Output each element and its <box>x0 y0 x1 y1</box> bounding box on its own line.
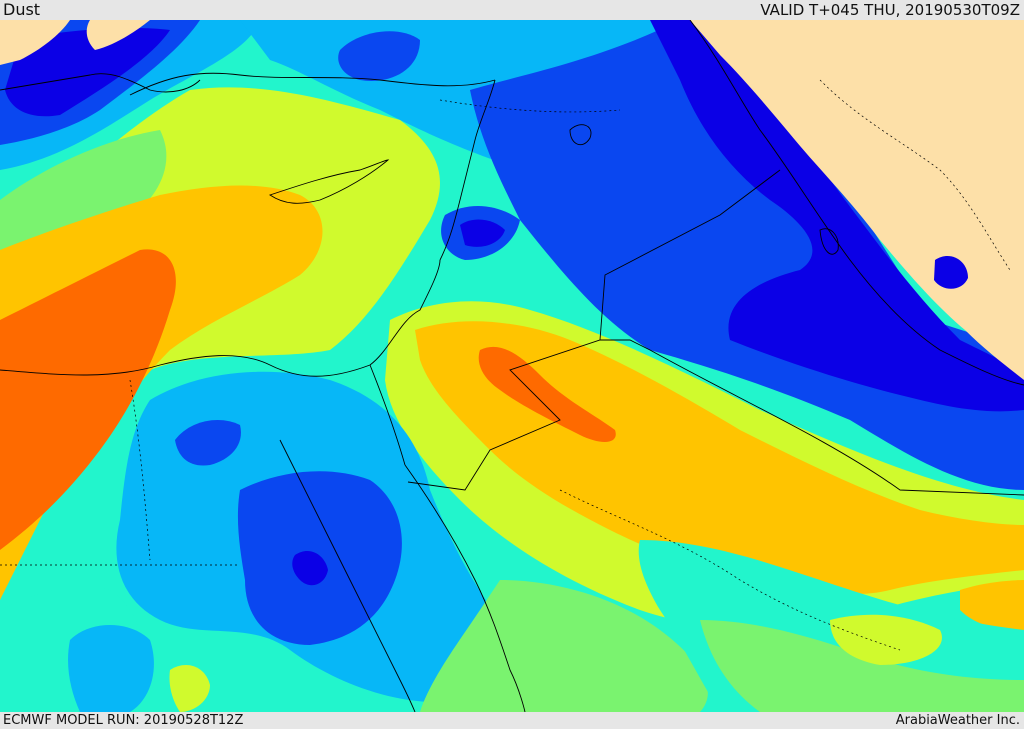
coastline-red-sea-west <box>279 439 416 712</box>
border-dotted-iran-internal <box>819 79 1011 271</box>
dust-region-se-orange-edge <box>960 580 1024 631</box>
header-bar: Dust VALID T+045 THU, 20190530T09Z <box>0 0 1024 20</box>
dust-region-central-darkorange <box>478 346 616 442</box>
dust-region-egypt-deepblue <box>292 550 328 586</box>
map-frame <box>0 20 1024 712</box>
dust-spot-east <box>934 256 968 289</box>
credit-label: ArabiaWeather Inc. <box>895 713 1020 728</box>
dust-region-west-green <box>0 130 167 260</box>
footer-bar: ECMWF MODEL RUN: 20190528T12Z ArabiaWeat… <box>0 712 1024 729</box>
border-dotted-turkey-syria <box>439 99 621 113</box>
lake-tuz <box>569 124 592 146</box>
dust-region-west-darkorange <box>0 249 176 551</box>
dust-region-north-bluepatch <box>338 31 420 81</box>
country-borders <box>0 20 1024 712</box>
coastline-north-africa <box>0 259 441 377</box>
valid-time-label: VALID T+045 THU, 20190530T09Z <box>760 1 1020 19</box>
map-title: Dust <box>3 0 41 19</box>
border-dotted-libya-egypt <box>129 379 151 561</box>
dust-region-south-green <box>420 580 708 712</box>
dust-concentration-map <box>0 20 1024 712</box>
dust-region-nw-deepblue <box>5 28 170 117</box>
dust-region-se-lime <box>830 614 942 665</box>
border-dotted-saudi-internal <box>559 489 901 651</box>
coastline-red-sea-east <box>404 464 526 712</box>
land-northeast <box>690 20 1024 380</box>
border-sinai <box>369 364 406 466</box>
border-jordan-saudi <box>407 339 1024 496</box>
coastline-cyprus <box>268 159 390 204</box>
dust-region-levant-deepblue <box>460 219 505 247</box>
coastline-anatolia <box>129 72 496 96</box>
dust-region-sw-lime <box>169 665 210 712</box>
dust-region-ne-deepblue <box>650 20 1024 412</box>
coastline-levant <box>439 79 496 261</box>
dust-region-sinai-blue <box>175 420 241 466</box>
dust-region-central-orange <box>415 321 1024 595</box>
dust-region-sw-cyan <box>68 625 154 712</box>
land-northwest-corner <box>0 20 70 65</box>
model-run-label: ECMWF MODEL RUN: 20190528T12Z <box>3 713 244 728</box>
land-northwest-strip <box>86 20 150 50</box>
coastline-turkey-west <box>0 73 201 93</box>
border-iran-iraq <box>689 20 1024 386</box>
border-iraq-syria <box>599 169 781 341</box>
internal-borders <box>0 79 1011 651</box>
dust-region-se-green <box>700 620 1024 712</box>
lake-urmia <box>819 228 839 255</box>
